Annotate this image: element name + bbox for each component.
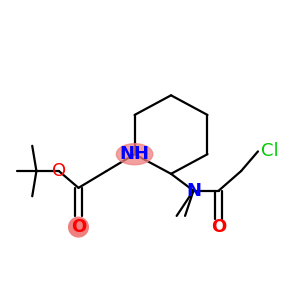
Text: NH: NH <box>120 145 150 163</box>
Text: O: O <box>52 162 66 180</box>
Text: Cl: Cl <box>261 142 278 160</box>
Text: O: O <box>211 218 226 236</box>
Text: O: O <box>71 218 86 236</box>
Circle shape <box>69 217 88 237</box>
Ellipse shape <box>116 144 153 165</box>
Text: N: N <box>186 182 201 200</box>
